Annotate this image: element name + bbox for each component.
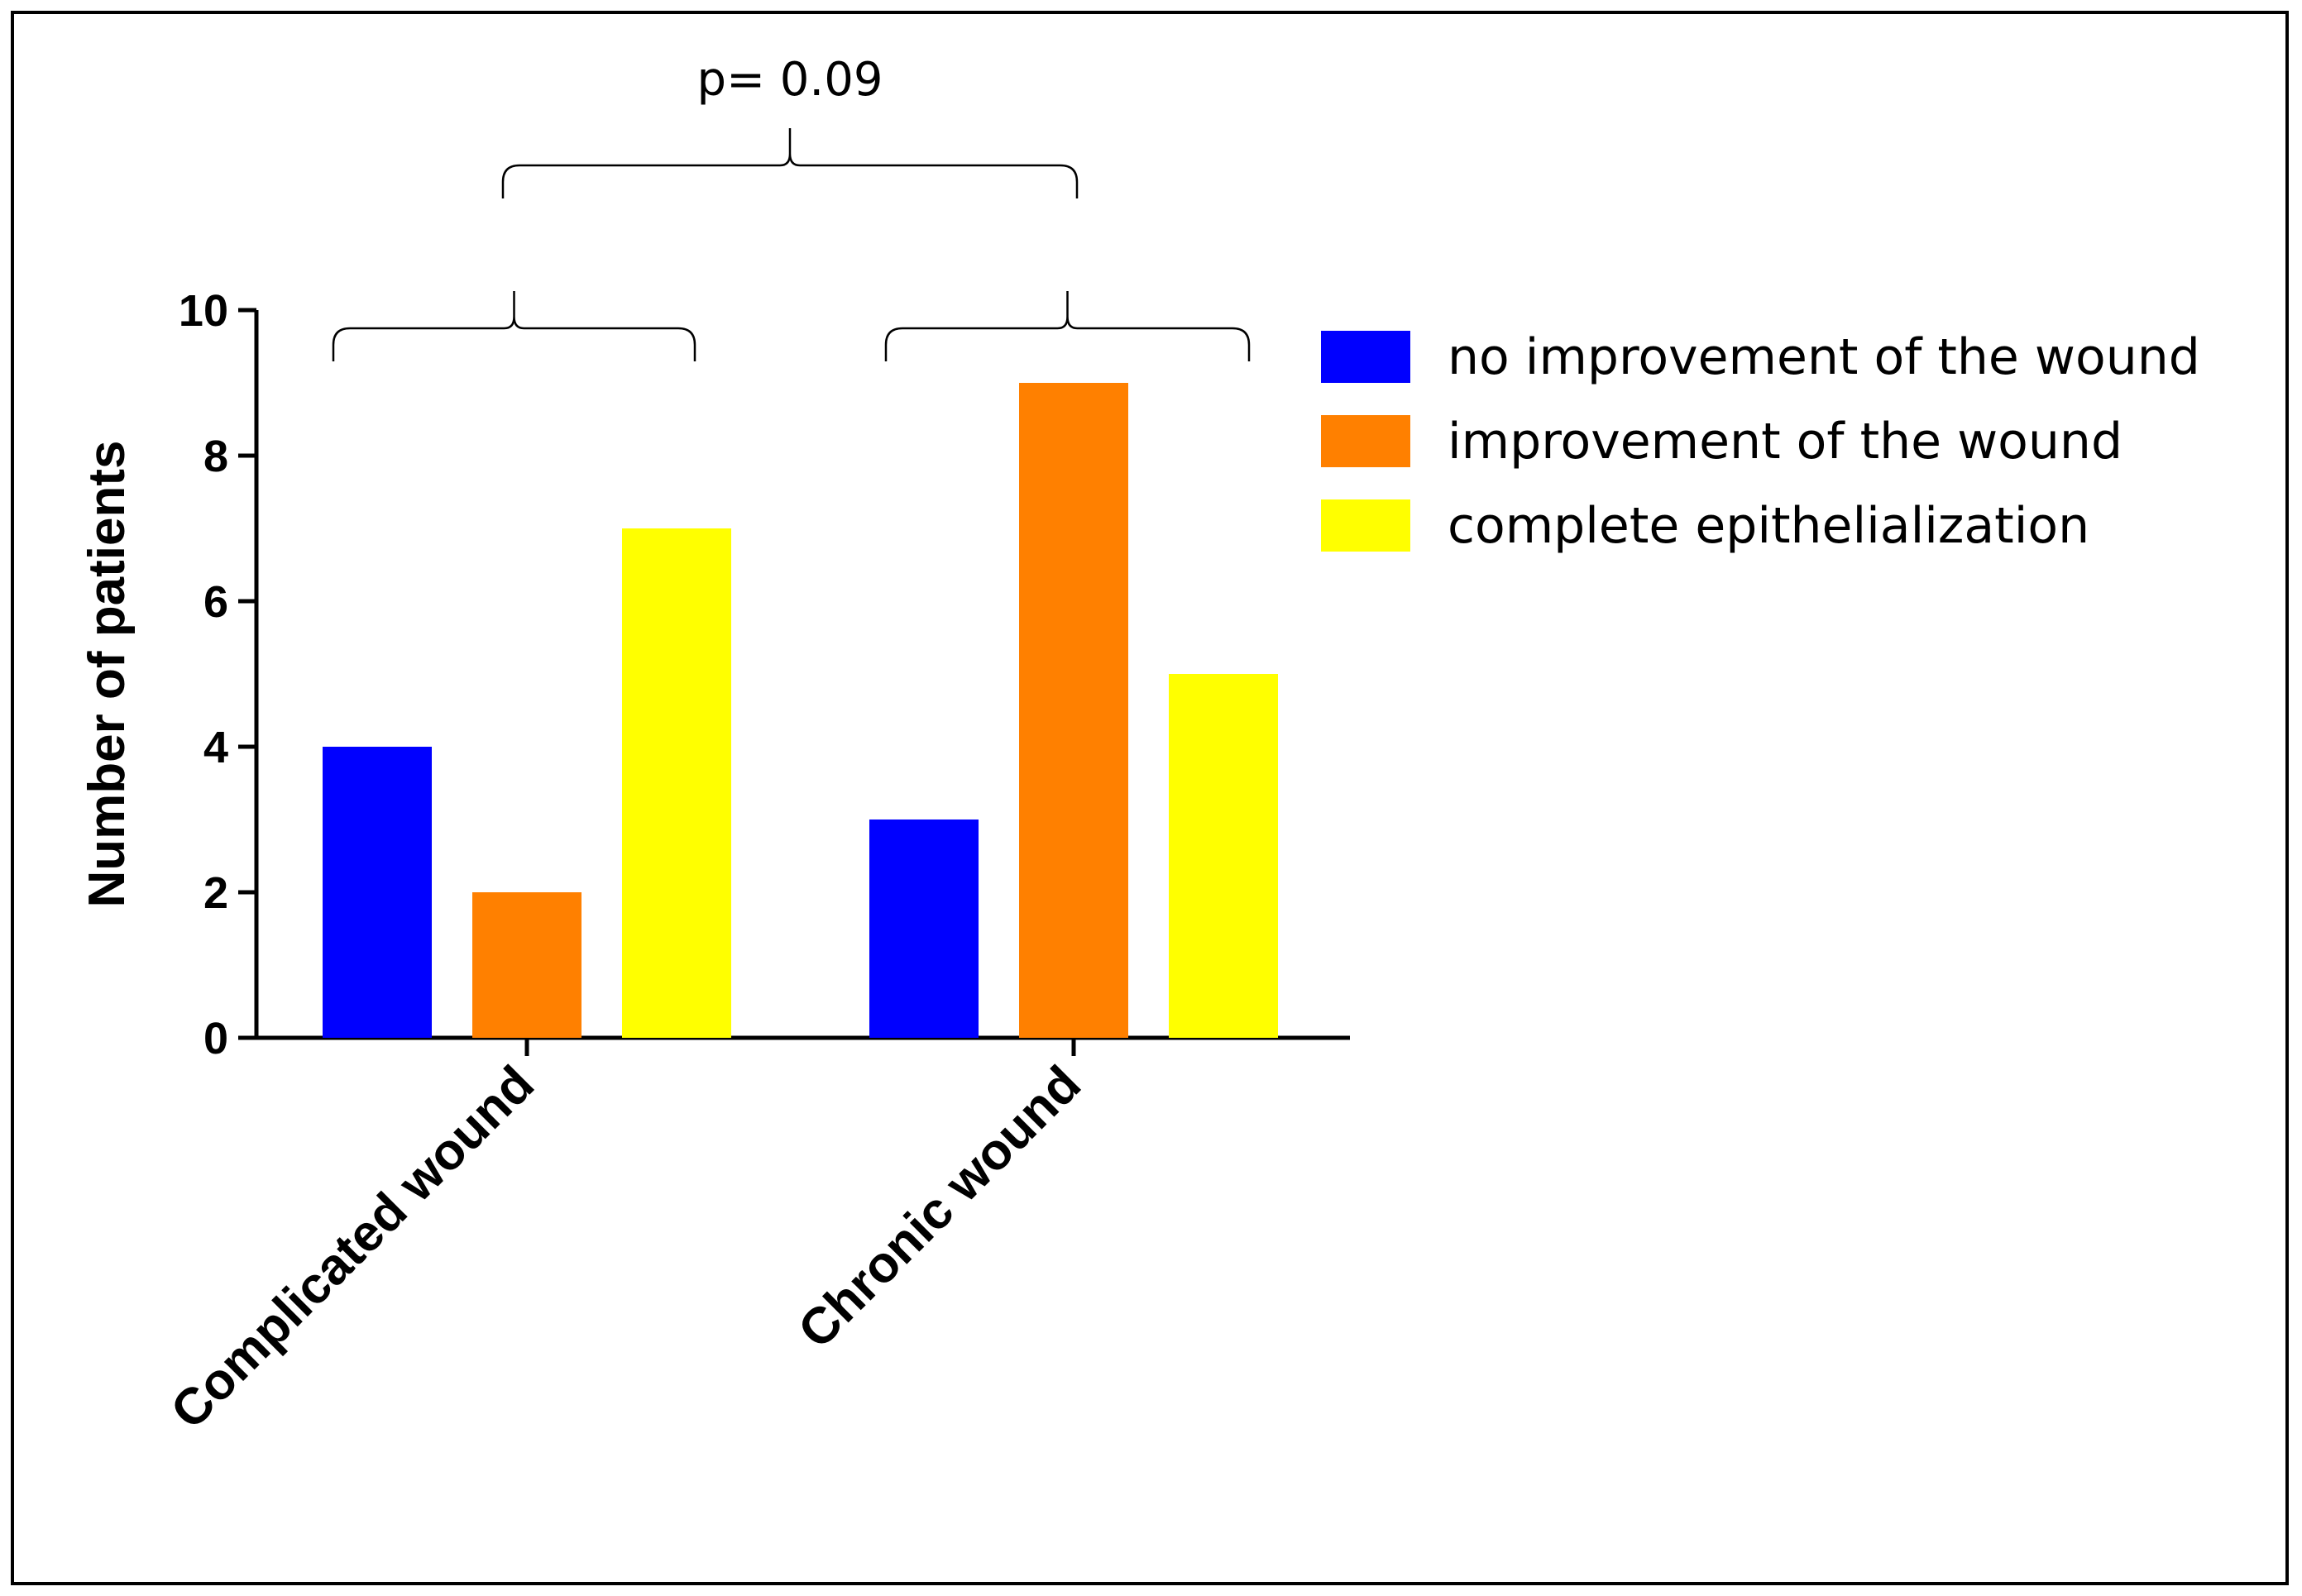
- y-tick-label: 4: [203, 723, 228, 772]
- bar: [622, 528, 731, 1038]
- y-tick-label: 2: [203, 868, 228, 918]
- p-value-label: p= 0.09: [697, 53, 883, 107]
- bar: [1169, 674, 1278, 1038]
- brace-complicated-wound: [332, 291, 696, 361]
- legend-label: no improvement of the wound: [1448, 328, 2200, 386]
- legend-label: complete epithelialization: [1448, 497, 2089, 555]
- brace-chronic-wound: [884, 291, 1251, 361]
- bar: [472, 892, 581, 1038]
- legend: no improvement of the wound improvement o…: [1321, 328, 2200, 555]
- bar: [869, 820, 979, 1038]
- y-axis-title: Number of patients: [79, 441, 136, 908]
- y-axis-ticks: 0 2 4 6 8 10: [179, 286, 256, 1063]
- legend-swatch: [1321, 415, 1410, 467]
- brace-between-groups: [501, 128, 1079, 198]
- bar: [1019, 383, 1128, 1038]
- y-tick-label: 8: [203, 432, 228, 481]
- y-tick-label: 0: [203, 1014, 228, 1063]
- legend-label: improvement of the wound: [1448, 413, 2123, 471]
- y-tick-label: 10: [179, 286, 228, 336]
- group-braces: [332, 128, 1251, 361]
- significance-annotation: p= 0.09: [697, 53, 883, 107]
- bar: [323, 747, 432, 1038]
- bars-layer: [323, 383, 1278, 1038]
- y-tick-label: 6: [203, 577, 228, 627]
- legend-swatch: [1321, 499, 1410, 552]
- legend-swatch: [1321, 331, 1410, 383]
